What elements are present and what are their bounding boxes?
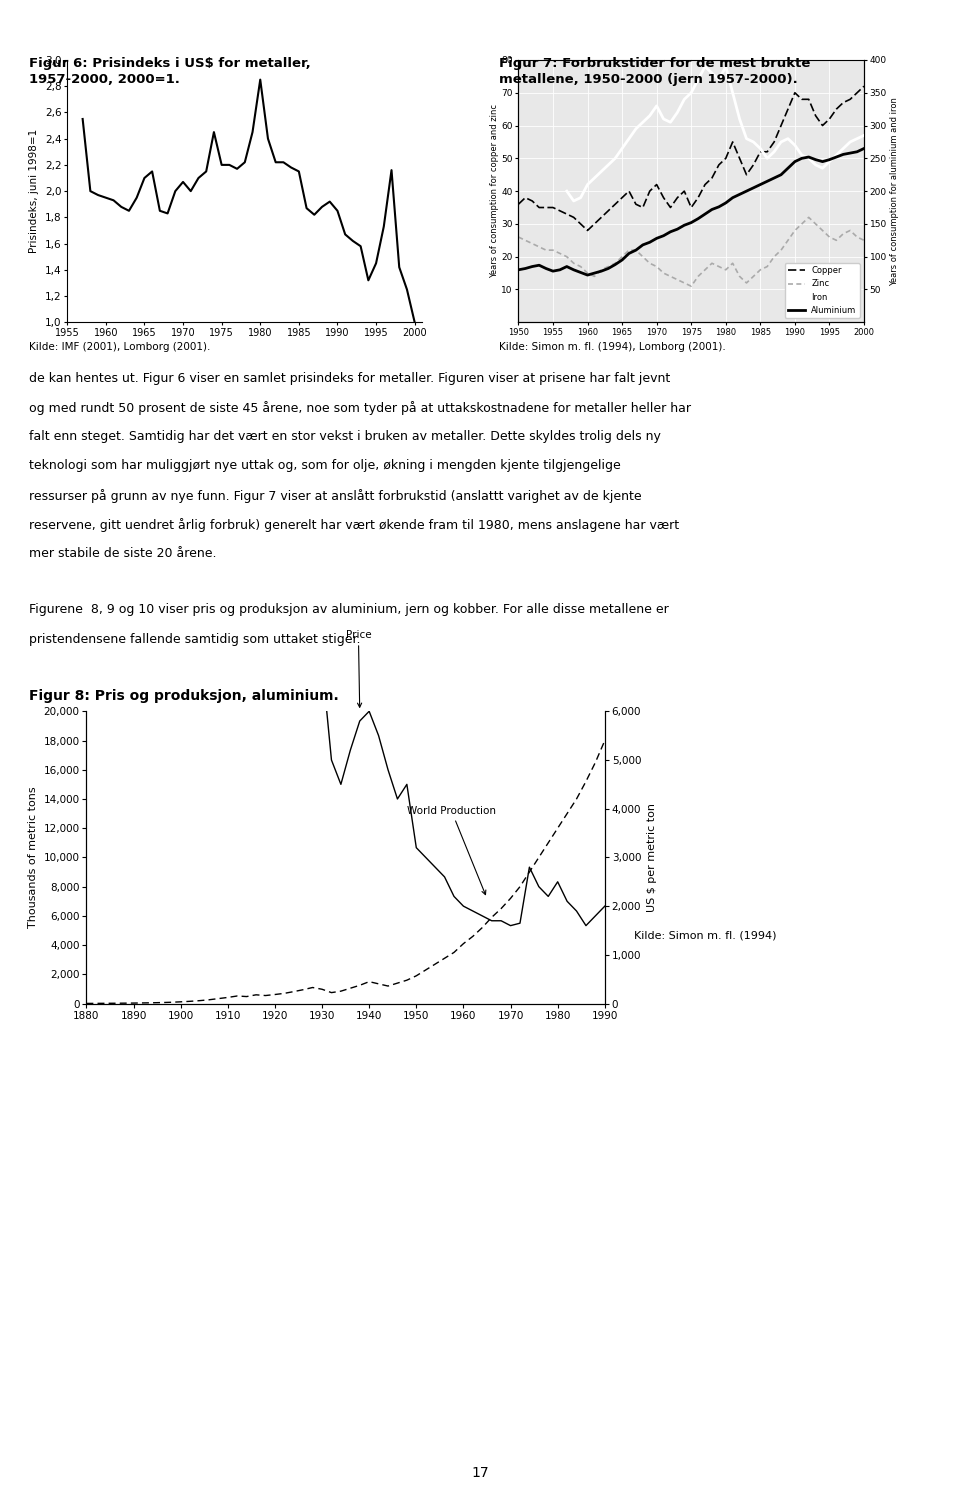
Legend: Copper, Zinc, Iron, Aluminium: Copper, Zinc, Iron, Aluminium — [784, 262, 860, 318]
Text: Figur 6: Prisindeks i US$ for metaller,
1957-2000, 2000=1.: Figur 6: Prisindeks i US$ for metaller, … — [29, 57, 310, 85]
Text: pristendensene fallende samtidig som uttaket stiger.: pristendensene fallende samtidig som utt… — [29, 633, 360, 646]
Text: teknologi som har muliggjørt nye uttak og, som for olje, økning i mengden kjente: teknologi som har muliggjørt nye uttak o… — [29, 460, 620, 472]
Text: Kilde: IMF (2001), Lomborg (2001).: Kilde: IMF (2001), Lomborg (2001). — [29, 342, 210, 352]
Text: og med rundt 50 prosent de siste 45 årene, noe som tyder på at uttakskostnadene : og med rundt 50 prosent de siste 45 åren… — [29, 402, 691, 415]
Text: Price: Price — [346, 630, 372, 708]
Y-axis label: US $ per metric ton: US $ per metric ton — [647, 803, 657, 911]
Text: Figur 7: Forbrukstider for de mest brukte
metallene, 1950-2000 (jern 1957-2000).: Figur 7: Forbrukstider for de mest brukt… — [499, 57, 810, 85]
Text: de kan hentes ut. Figur 6 viser en samlet prisindeks for metaller. Figuren viser: de kan hentes ut. Figur 6 viser en samle… — [29, 372, 670, 385]
Text: falt enn steget. Samtidig har det vært en stor vekst i bruken av metaller. Dette: falt enn steget. Samtidig har det vært e… — [29, 430, 660, 444]
Text: ressurser på grunn av nye funn. Figur 7 viser at anslått forbrukstid (anslattt v: ressurser på grunn av nye funn. Figur 7 … — [29, 489, 641, 502]
Text: Kilde: Simon m. fl. (1994): Kilde: Simon m. fl. (1994) — [634, 931, 776, 940]
Text: 17: 17 — [471, 1466, 489, 1480]
Y-axis label: Years of consumption for aluminium and iron: Years of consumption for aluminium and i… — [890, 96, 899, 286]
Text: World Production: World Production — [407, 805, 496, 895]
Y-axis label: Years of consumption for copper and zinc: Years of consumption for copper and zinc — [490, 103, 498, 279]
Text: Figur 8: Pris og produksjon, aluminium.: Figur 8: Pris og produksjon, aluminium. — [29, 690, 339, 703]
Text: Figurene  8, 9 og 10 viser pris og produksjon av aluminium, jern og kobber. For : Figurene 8, 9 og 10 viser pris og produk… — [29, 604, 668, 616]
Text: Kilde: Simon m. fl. (1994), Lomborg (2001).: Kilde: Simon m. fl. (1994), Lomborg (200… — [499, 342, 726, 352]
Text: reservene, gitt uendret årlig forbruk) generelt har vært økende fram til 1980, m: reservene, gitt uendret årlig forbruk) g… — [29, 519, 679, 532]
Y-axis label: Thousands of metric tons: Thousands of metric tons — [28, 787, 37, 928]
Y-axis label: Prisindeks, juni 1998=1: Prisindeks, juni 1998=1 — [30, 129, 39, 253]
Text: mer stabile de siste 20 årene.: mer stabile de siste 20 årene. — [29, 547, 216, 561]
